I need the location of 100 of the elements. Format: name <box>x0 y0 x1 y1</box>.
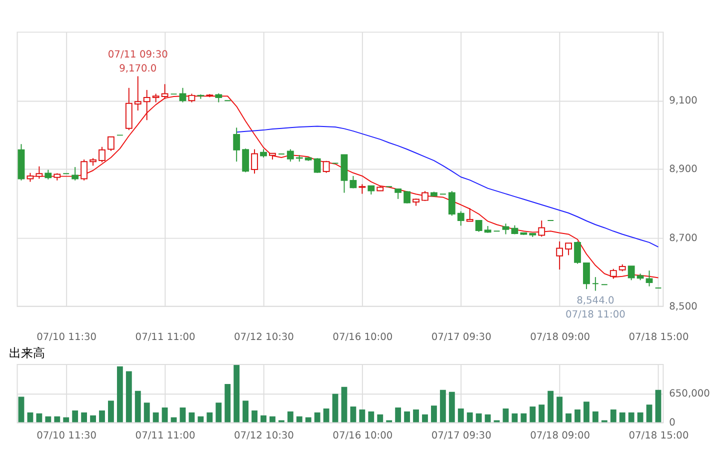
bar <box>180 408 186 422</box>
bar <box>341 386 348 422</box>
candlestick <box>143 89 150 121</box>
bar <box>404 411 410 422</box>
y-tick-label: 8,500 <box>669 301 698 312</box>
x-tick-label: 07/18 15:00 <box>628 332 689 343</box>
candlestick <box>538 220 546 238</box>
bar <box>152 412 159 422</box>
candlestick <box>72 166 79 181</box>
bar <box>134 390 141 422</box>
candlestick <box>592 276 599 292</box>
candlestick <box>108 136 114 152</box>
bar <box>144 402 150 422</box>
bar <box>162 408 168 422</box>
bar <box>350 406 356 422</box>
annotation: 07/18 11:00 <box>565 309 626 320</box>
x-tick-label: 07/12 10:30 <box>234 430 294 442</box>
x-tick-label: 07/12 10:30 <box>234 332 294 343</box>
candlestick <box>80 159 88 181</box>
bar <box>422 414 428 422</box>
bar <box>413 409 419 422</box>
bar <box>574 409 580 422</box>
bar <box>520 413 527 422</box>
candlestick <box>475 220 482 232</box>
bar <box>610 409 616 422</box>
candlestick <box>358 184 366 194</box>
candlestick <box>466 208 474 222</box>
candlestick <box>394 188 402 200</box>
bar <box>252 410 258 422</box>
candlestick <box>502 223 510 235</box>
bar <box>628 412 634 422</box>
bar <box>592 411 598 422</box>
bar <box>548 390 554 422</box>
candlestick <box>134 76 142 112</box>
bar <box>619 412 626 422</box>
y-tick-label: 8,700 <box>669 232 698 244</box>
y-tick-label: 0 <box>669 418 676 429</box>
bar <box>260 415 266 422</box>
bar <box>116 366 123 422</box>
candlestick <box>242 148 249 173</box>
bar <box>314 412 320 422</box>
candlestick <box>161 84 168 100</box>
bar <box>63 417 70 422</box>
bar <box>72 410 78 422</box>
bar <box>45 416 52 422</box>
chart-title: 出来高 <box>8 346 45 360</box>
bar <box>287 411 294 422</box>
x-tick-label: 07/11 11:00 <box>135 430 196 442</box>
bar <box>323 408 330 422</box>
candlestick <box>98 146 106 163</box>
bar <box>502 408 509 422</box>
bar <box>512 413 518 422</box>
bar <box>224 384 231 422</box>
bar <box>188 412 195 422</box>
bar <box>368 411 374 422</box>
bar <box>584 402 590 422</box>
bar <box>637 412 644 422</box>
candlestick <box>574 240 581 264</box>
bar <box>234 364 240 422</box>
candlestick <box>556 240 564 270</box>
candlestick <box>457 210 464 226</box>
x-tick-label: 07/10 11:30 <box>36 430 97 442</box>
x-tick-label: 07/16 10:00 <box>332 430 393 442</box>
bar <box>296 416 302 422</box>
annotation: 07/11 09:30 <box>108 50 168 61</box>
annotation: 8,544.0 <box>576 296 614 307</box>
bar <box>206 412 213 422</box>
bar <box>332 394 338 422</box>
bar <box>458 408 464 422</box>
candlestick <box>565 242 572 256</box>
bar <box>18 396 24 422</box>
bar <box>198 416 204 422</box>
bar <box>81 412 88 422</box>
bar <box>448 392 455 422</box>
bar <box>36 413 42 422</box>
candlestick <box>233 127 240 162</box>
x-tick-label: 07/10 11:30 <box>36 332 97 343</box>
bar <box>395 408 402 422</box>
x-tick-label: 07/18 09:00 <box>530 430 590 442</box>
candlestick <box>628 266 635 281</box>
candlestick <box>448 190 456 216</box>
candlestick <box>646 270 653 287</box>
candlestick <box>251 148 258 174</box>
x-tick-label: 07/17 09:30 <box>431 430 492 442</box>
bar <box>556 396 563 422</box>
bar <box>99 410 105 422</box>
bar <box>359 409 366 422</box>
bar <box>530 406 536 422</box>
candlestick <box>422 190 428 202</box>
x-tick-label: 07/16 10:00 <box>332 332 393 343</box>
bar <box>216 402 222 422</box>
x-tick-label: 07/18 15:00 <box>628 430 689 442</box>
candlestick <box>286 148 294 162</box>
bar <box>566 413 572 422</box>
candlestick <box>44 169 52 180</box>
candlestick <box>350 175 357 189</box>
bar <box>90 415 96 422</box>
candlestick <box>404 190 410 204</box>
bar <box>377 414 384 422</box>
candlestick <box>36 166 43 180</box>
